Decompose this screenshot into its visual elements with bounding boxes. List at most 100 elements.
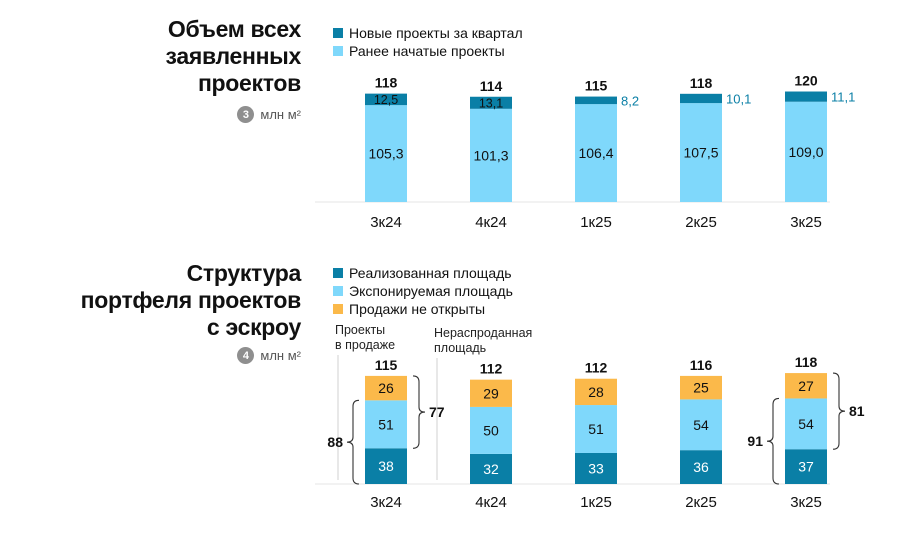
- total-label: 120: [794, 73, 818, 89]
- total-label: 114: [480, 78, 503, 94]
- chart2-title-line: с эскроу: [206, 314, 301, 340]
- bracket-in-sale-3k25-label: 91: [747, 433, 763, 449]
- data-label: 26: [378, 380, 394, 396]
- legend-item-new-projects: Новые проекты за квартал: [333, 24, 523, 42]
- legend-label: Реализованная площадь: [349, 265, 512, 281]
- bar-segment-exposed: [575, 405, 617, 453]
- data-label: 37: [798, 459, 814, 475]
- chart1-unit: 3 млн м²: [237, 106, 301, 123]
- bar-segment-new-projects: [575, 96, 617, 105]
- bar-segment-earlier-projects: [785, 101, 827, 202]
- x-tick-label: 1к25: [580, 214, 612, 231]
- legend-item-exposed: Экспонируемая площадь: [333, 282, 513, 300]
- chart1-title-line: проектов: [197, 70, 301, 96]
- data-label: 32: [483, 461, 499, 477]
- data-label-new: 13,1: [479, 96, 503, 110]
- total-label: 112: [585, 360, 608, 376]
- bar-segment-new-projects: [680, 93, 722, 104]
- legend-label: Продажи не открыты: [349, 301, 486, 317]
- data-label-earlier: 109,0: [788, 144, 823, 160]
- chart2-unit: 4 млн м²: [237, 347, 301, 364]
- data-label-new: 12,5: [374, 93, 398, 107]
- bar-segment-exposed: [680, 399, 722, 451]
- bracket-in-sale-3k24-label: 88: [327, 434, 343, 450]
- legend-label: Ранее начатые проекты: [349, 43, 505, 59]
- bar-segment-not-open: [785, 373, 827, 399]
- bar-segment-earlier-projects: [575, 104, 617, 202]
- chart2-legend: Реализованная площадь Экспонируемая площ…: [333, 264, 513, 318]
- x-tick-label: 4к24: [475, 494, 507, 511]
- legend-swatch: [333, 268, 343, 278]
- note-line: Нераспроданная: [434, 326, 533, 340]
- data-label: 50: [483, 422, 499, 438]
- bar-segment-new-projects: [470, 96, 512, 109]
- data-label-earlier: 107,5: [683, 145, 718, 161]
- x-tick-label: 3к24: [370, 214, 402, 231]
- chart1-legend: Новые проекты за квартал Ранее начатые п…: [333, 24, 523, 60]
- chart1-title: Объем всех заявленных проектов: [166, 16, 302, 97]
- total-label: 115: [375, 357, 398, 373]
- data-label: 33: [588, 460, 604, 476]
- chart2-unit-badge: 4: [237, 347, 255, 364]
- total-label: 118: [690, 75, 713, 91]
- bracket-unsold-3k25-label: 81: [849, 403, 865, 419]
- bar-segment-not-open: [470, 379, 512, 407]
- legend-item-realized: Реализованная площадь: [333, 264, 513, 282]
- bar-segment-exposed: [365, 400, 407, 449]
- x-tick-label: 3к25: [790, 214, 822, 231]
- legend-swatch: [333, 286, 343, 296]
- bar-segment-exposed: [470, 406, 512, 454]
- data-label: 27: [798, 378, 814, 394]
- bar-segment-realized: [785, 449, 827, 484]
- note-unsold-area: Нераспроданная площадь: [434, 326, 532, 356]
- legend-label: Экспонируемая площадь: [349, 283, 513, 299]
- chart1-title-line: заявленных: [165, 43, 302, 69]
- bar-segment-earlier-projects: [680, 103, 722, 202]
- bracket-unsold-3k25: [832, 372, 846, 450]
- bar-segment-earlier-projects: [470, 108, 512, 202]
- bar-segment-realized: [575, 452, 617, 484]
- chart1-unit-text: млн м²: [260, 107, 301, 122]
- bracket-unsold-3k24: [412, 375, 426, 449]
- x-tick-label: 4к24: [475, 214, 507, 231]
- legend-label: Новые проекты за квартал: [349, 25, 523, 41]
- data-label-earlier: 105,3: [368, 146, 403, 162]
- legend-swatch: [333, 304, 343, 314]
- chart2-title-line: портфеля проектов: [80, 287, 302, 313]
- x-tick-label: 3к25: [790, 494, 822, 511]
- legend-item-earlier-projects: Ранее начатые проекты: [333, 42, 523, 60]
- bracket-in-sale-3k24: [346, 399, 360, 485]
- x-tick-label: 3к24: [370, 494, 402, 511]
- data-label-earlier: 101,3: [473, 147, 508, 163]
- x-tick-label: 2к25: [685, 214, 717, 231]
- legend-swatch: [333, 46, 343, 56]
- x-tick-label: 2к25: [685, 494, 717, 511]
- data-label-new: 8,2: [621, 93, 639, 108]
- bracket-unsold-3k24-label: 77: [429, 404, 445, 420]
- bar-segment-new-projects: [365, 93, 407, 106]
- data-label: 36: [693, 459, 709, 475]
- data-label: 51: [378, 416, 394, 432]
- data-label: 54: [693, 417, 709, 433]
- chart2-title-line: Структура: [186, 260, 302, 286]
- bar-segment-realized: [680, 450, 722, 484]
- note-projects-in-sale: Проекты в продаже: [335, 323, 395, 353]
- data-label: 25: [693, 380, 709, 396]
- bar-segment-new-projects: [785, 91, 827, 102]
- chart2-title: Структура портфеля проектов с эскроу: [80, 260, 302, 341]
- data-label: 29: [483, 385, 499, 401]
- note-line: в продаже: [335, 338, 396, 352]
- x-tick-label: 1к25: [580, 494, 612, 511]
- data-label: 51: [588, 421, 604, 437]
- legend-swatch: [333, 28, 343, 38]
- bar-segment-exposed: [785, 398, 827, 450]
- bar-segment-not-open: [575, 378, 617, 406]
- data-label-new: 11,1: [831, 90, 855, 105]
- bar-segment-earlier-projects: [365, 105, 407, 202]
- bar-segment-realized: [470, 453, 512, 484]
- total-label: 118: [795, 354, 818, 370]
- bar-segment-not-open: [365, 375, 407, 401]
- data-label: 54: [798, 416, 814, 432]
- bar-segment-not-open: [680, 375, 722, 400]
